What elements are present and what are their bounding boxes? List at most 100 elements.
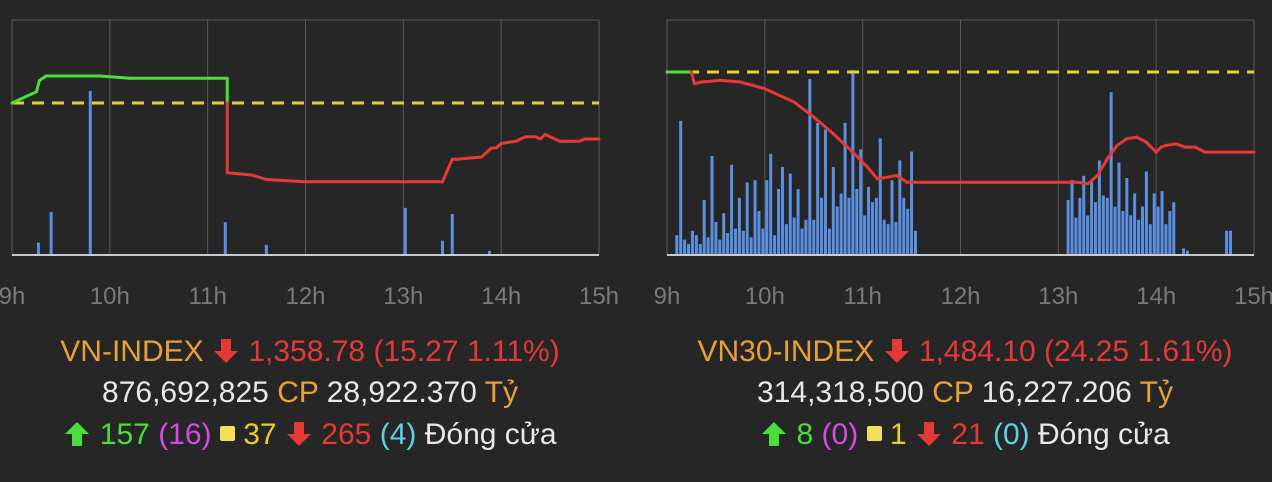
volume-bar — [886, 224, 890, 255]
volume-bar — [831, 167, 835, 255]
volume-unit: CP — [277, 376, 319, 409]
up-arrow-icon — [63, 420, 91, 457]
volume-bar — [792, 217, 796, 255]
volume-value: 314,318,500 — [757, 376, 924, 409]
volume-bar — [1225, 230, 1229, 255]
advancers-count: 157 — [99, 418, 150, 451]
vn30-index-panel: 9h 10h 11h 12h 13h 14h 15h VN30-INDEX 1,484.10… — [655, 0, 1272, 482]
trade-value: 28,922.370 — [326, 376, 477, 409]
down-arrow-icon — [285, 420, 313, 457]
x-tick-label: 11h — [844, 283, 882, 310]
index-line-segment — [98, 74, 131, 80]
volume-bar — [710, 156, 714, 255]
index-line-segment — [440, 169, 449, 184]
volume-bar — [718, 239, 722, 255]
index-change: (24.25 1.61%) — [1044, 335, 1233, 368]
down-arrow-icon — [212, 337, 240, 374]
volume-bar — [1086, 215, 1090, 255]
volume-bar — [1156, 206, 1160, 255]
index-value: 1,484.10 — [918, 335, 1036, 368]
index-line-segment — [10, 90, 38, 105]
volume-bar — [1090, 180, 1094, 255]
index-line-segment — [1144, 140, 1158, 154]
index-line-segment — [689, 70, 696, 86]
volume-bar — [753, 180, 757, 255]
index-line-segment — [763, 87, 796, 104]
index-line-segment — [499, 139, 518, 145]
volume-value: 876,692,825 — [102, 376, 269, 409]
volume-bar — [867, 186, 871, 255]
index-line-segment — [1086, 174, 1099, 186]
volume-bar — [784, 224, 788, 255]
volume-unit: CP — [932, 376, 974, 409]
volume-bar — [675, 235, 679, 255]
x-tick-label: 14h — [1136, 283, 1176, 310]
vn-index-breadth-line: 157 (16) 37 265 (4) Đóng cửa — [0, 417, 620, 457]
volume-bar — [800, 228, 804, 255]
x-tick-label: 10h — [745, 283, 785, 310]
volume-bar — [1094, 202, 1098, 255]
volume-bar — [1182, 248, 1186, 255]
index-line-segment — [719, 78, 742, 84]
volume-bar — [1160, 191, 1164, 255]
volume-bar — [788, 173, 792, 255]
decliners-count: 265 — [321, 418, 372, 451]
volume-bar — [706, 237, 710, 255]
index-line-segment — [34, 79, 41, 94]
volume-bar — [1185, 250, 1189, 255]
volume-bar — [847, 197, 851, 255]
x-tick-label: 15h — [1234, 283, 1272, 310]
volume-bar — [816, 123, 820, 255]
ceiling-count: (0) — [821, 418, 859, 451]
volume-bar — [49, 211, 53, 255]
index-line-segment — [1164, 142, 1178, 147]
volume-bar — [1121, 211, 1125, 255]
volume-bar — [1109, 92, 1113, 255]
volume-bar — [264, 244, 268, 255]
volume-bar — [902, 197, 906, 255]
x-tick-label: 15h — [579, 283, 619, 310]
vn-index-volume-line: 876,692,825 CP 28,922.370 Tỷ — [0, 375, 620, 411]
vn30-index-chart: 9h 10h 11h 12h 13h 14h 15h — [655, 19, 1272, 310]
index-line-segment — [866, 165, 879, 181]
volume-bar — [1137, 219, 1141, 255]
volume-bar — [1125, 178, 1129, 255]
volume-bar — [1101, 195, 1105, 255]
volume-bar — [855, 189, 859, 255]
index-line-segment — [851, 150, 870, 169]
index-line-segment — [738, 80, 767, 91]
volume-bar — [859, 149, 863, 255]
volume-bar — [820, 197, 824, 255]
index-value: 1,358.78 — [248, 335, 366, 368]
index-line-segment — [514, 135, 528, 143]
volume-bar — [683, 239, 687, 255]
volume-bar — [440, 240, 444, 255]
volume-bar — [812, 219, 816, 255]
volume-bar — [403, 207, 407, 255]
volume-bar — [773, 235, 777, 255]
index-line-segment — [264, 178, 307, 184]
volume-bar — [1082, 175, 1086, 255]
x-tick-label: 11h — [189, 283, 227, 310]
vn30-index-headline: VN30-INDEX 1,484.10 (24.25 1.61%) — [655, 334, 1272, 374]
volume-bar — [88, 91, 92, 255]
volume-bar — [1078, 197, 1082, 255]
volume-bar — [487, 250, 491, 255]
volume-bar — [1113, 206, 1117, 255]
volume-bar — [1070, 180, 1074, 255]
floor-count: (4) — [379, 418, 417, 451]
volume-bar — [796, 189, 800, 255]
volume-bar — [745, 182, 749, 255]
vn-index-headline: VN-INDEX 1,358.78 (15.27 1.11%) — [0, 334, 620, 374]
volume-bar — [882, 219, 886, 255]
volume-bar — [702, 200, 706, 255]
index-line-segment — [445, 157, 454, 172]
volume-bar — [741, 230, 745, 255]
index-line-segment — [831, 132, 855, 154]
volume-bar — [823, 129, 827, 255]
vn30-index-breadth-line: 8 (0) 1 21 (0) Đóng cửa — [655, 417, 1272, 457]
volume-bar — [749, 237, 753, 255]
up-arrow-icon — [760, 420, 788, 457]
volume-bar — [36, 242, 40, 255]
x-tick-label: 13h — [383, 283, 423, 310]
